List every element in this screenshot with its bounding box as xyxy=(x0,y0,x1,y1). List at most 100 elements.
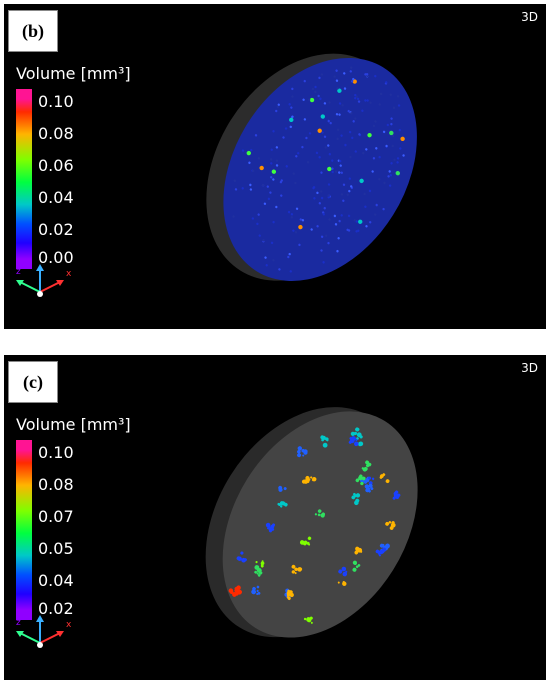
pore-dot xyxy=(370,487,374,491)
pore-dot xyxy=(348,130,352,134)
pore-dot xyxy=(338,219,341,223)
pore-dot xyxy=(284,502,288,507)
pore-dot xyxy=(367,132,372,138)
pore-dot xyxy=(355,230,358,233)
pore-dot xyxy=(256,565,259,568)
pore-dot xyxy=(289,125,292,129)
pore-dot xyxy=(328,152,332,156)
pore-dot xyxy=(389,526,394,530)
pore-dot xyxy=(323,135,327,138)
pore-dot xyxy=(237,556,242,561)
pore-dot xyxy=(394,490,399,494)
pore-volume-render-3d[interactable] xyxy=(144,48,474,288)
pore-dot xyxy=(272,259,275,262)
pore-dot xyxy=(393,158,396,161)
pore-dot xyxy=(353,219,356,222)
pore-dot xyxy=(328,101,331,104)
pore-dot xyxy=(397,104,401,107)
pore-dot xyxy=(327,144,330,147)
pore-dot xyxy=(342,183,346,186)
pore-dot xyxy=(278,485,283,490)
pore-dot xyxy=(318,156,321,159)
pore-dot xyxy=(255,560,258,564)
pore-dot xyxy=(358,441,364,447)
view-mode-label[interactable]: 3D xyxy=(521,10,538,24)
pore-dot xyxy=(326,438,329,442)
pore-dot xyxy=(291,564,296,569)
pore-dot xyxy=(301,219,305,222)
colorbar-tick-label: 0.07 xyxy=(38,507,74,526)
pore-dot xyxy=(292,229,295,232)
pore-dot xyxy=(316,191,319,195)
pore-dot xyxy=(327,119,330,123)
pore-dot xyxy=(359,474,363,478)
pore-dot xyxy=(320,73,324,76)
pore-dot xyxy=(395,170,400,176)
pore-dot xyxy=(328,218,331,221)
pore-dot xyxy=(320,190,323,193)
pore-dot xyxy=(324,146,327,149)
pore-dot xyxy=(366,99,369,102)
pore-dot xyxy=(355,498,360,503)
pore-dot xyxy=(310,228,313,231)
pore-dot xyxy=(382,548,385,551)
pore-dot xyxy=(291,115,294,118)
pore-dot xyxy=(334,170,338,173)
pore-dot xyxy=(369,101,372,104)
pore-dot xyxy=(307,536,312,541)
pore-dot xyxy=(236,585,241,591)
pore-dot xyxy=(391,521,395,525)
pore-dot xyxy=(257,574,261,577)
xyz-axes-icon[interactable]: x z xyxy=(14,262,76,302)
pore-dot xyxy=(390,117,393,120)
pore-dot xyxy=(261,183,265,187)
pore-dot xyxy=(358,219,363,224)
pore-dot xyxy=(254,134,258,137)
xyz-axes-icon[interactable]: x z xyxy=(14,613,76,653)
pore-dot xyxy=(234,188,238,191)
pore-dot xyxy=(317,94,320,98)
pore-dot xyxy=(390,122,393,126)
pore-dot xyxy=(343,87,347,90)
pore-dot xyxy=(282,136,285,139)
pore-dot xyxy=(264,256,267,259)
pore-dot xyxy=(318,76,321,80)
pore-dot xyxy=(385,144,388,148)
pore-dot xyxy=(357,564,361,567)
pore-dot xyxy=(251,217,255,220)
pore-dot xyxy=(393,493,399,498)
pore-dot xyxy=(350,66,353,69)
pore-dot xyxy=(372,157,376,160)
pore-dot xyxy=(289,270,292,273)
pore-dot xyxy=(365,148,368,151)
pore-dot xyxy=(278,268,281,271)
colorbar-tick-label: 0.06 xyxy=(38,156,74,175)
pore-dot xyxy=(359,178,364,184)
colorbar-tick-label: 0.02 xyxy=(38,220,74,239)
pore-dot xyxy=(340,134,343,137)
pore-dot xyxy=(256,592,259,596)
pore-dot xyxy=(354,93,357,97)
pore-dot xyxy=(361,467,365,470)
pore-dot xyxy=(275,146,279,149)
pore-dot xyxy=(272,523,276,527)
pore-dot xyxy=(287,596,291,600)
pore-volume-render-3d[interactable] xyxy=(144,399,474,639)
pore-dot xyxy=(335,113,339,116)
pore-dot xyxy=(291,95,294,98)
view-mode-label[interactable]: 3D xyxy=(521,361,538,375)
pore-dot xyxy=(352,77,355,81)
pore-dot xyxy=(265,264,268,267)
pore-dot xyxy=(321,438,325,442)
pore-dot xyxy=(303,540,308,544)
pore-dot xyxy=(349,70,352,73)
svg-text:z: z xyxy=(16,267,21,277)
pore-dot xyxy=(262,238,265,242)
pore-dot xyxy=(389,174,393,177)
pore-dot xyxy=(250,148,253,152)
pore-dot xyxy=(350,80,354,83)
pore-dot xyxy=(276,105,280,109)
colorbar-tick-label: 0.04 xyxy=(38,571,74,590)
pore-dot xyxy=(296,152,300,155)
pore-dot xyxy=(311,87,315,91)
